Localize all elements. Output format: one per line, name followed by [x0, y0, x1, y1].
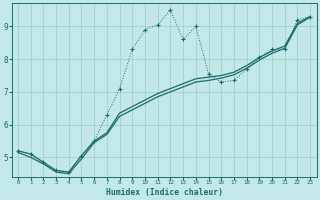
X-axis label: Humidex (Indice chaleur): Humidex (Indice chaleur) — [106, 188, 222, 197]
